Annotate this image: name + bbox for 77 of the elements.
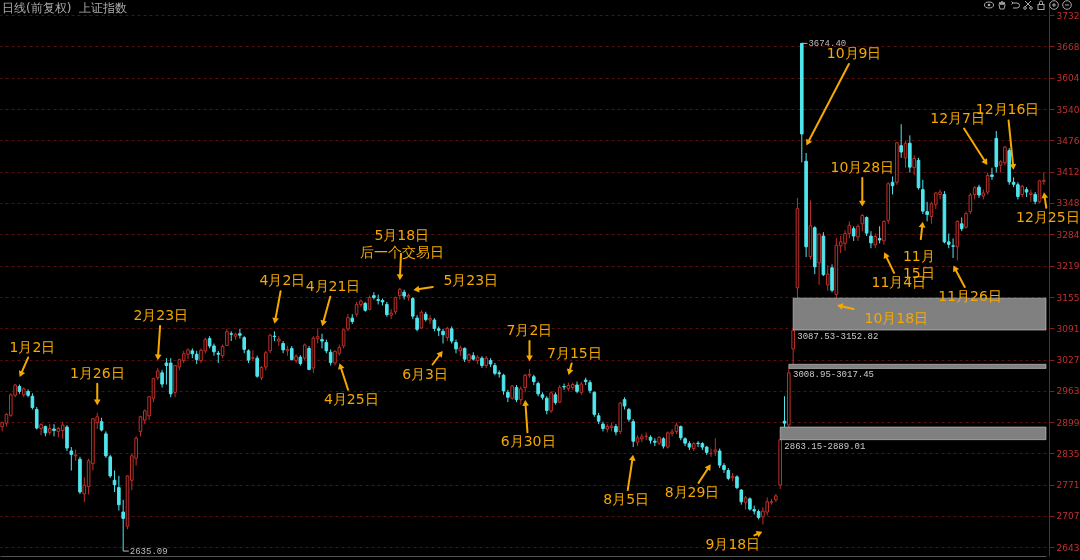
candlestick: [890, 175, 895, 196]
annotation: 5月23日: [443, 272, 499, 289]
annotation: 2月23日: [133, 306, 189, 323]
annotation: 9月18日: [705, 536, 761, 553]
y-tick-label: 3668: [1056, 42, 1080, 52]
candlestick: [985, 172, 990, 196]
band-label: 3087.53-3152.82: [797, 332, 879, 343]
y-tick-label: 3091: [1056, 323, 1080, 334]
annotation: 4月25日: [323, 390, 379, 407]
candlestick: [121, 499, 125, 552]
candlestick: [251, 349, 255, 362]
candlestick: [791, 329, 795, 365]
candlestick: [255, 355, 259, 379]
candlestick: [640, 433, 644, 443]
candlestick: [717, 448, 722, 469]
candlestick: [843, 229, 847, 252]
candlestick: [117, 475, 121, 512]
annotation: 7月15日: [547, 344, 602, 361]
annotation: 10月18日: [864, 310, 929, 327]
y-tick-label: 3540: [1056, 104, 1080, 115]
band-label: 3008.95-3017.45: [792, 370, 874, 381]
candlestick: [441, 328, 445, 344]
annotation: 6月3日: [402, 365, 448, 382]
candlestick: [830, 263, 834, 293]
y-tick-label: 2899: [1056, 417, 1080, 428]
candlestick: [372, 291, 376, 301]
candlestick: [696, 440, 700, 448]
annotation: 1月26日: [69, 364, 125, 381]
y-tick-label: 3412: [1056, 167, 1080, 178]
candlestick: [523, 373, 527, 393]
y-tick-label: 3348: [1056, 198, 1080, 209]
annotation: 1月2日: [9, 338, 56, 355]
chart-title: 日线(前复权) 上证指数: [2, 0, 127, 17]
candlestick: [65, 424, 69, 452]
candlestick: [419, 309, 424, 330]
candlestick: [52, 423, 56, 437]
annotation: 5月18日后一个交易日: [359, 226, 444, 260]
candlestick: [320, 333, 324, 349]
y-tick-label: 2643: [1056, 542, 1080, 553]
candlestick: [825, 264, 830, 292]
y-tick-label: 3284: [1056, 229, 1080, 240]
y-tick-label: 3476: [1056, 135, 1080, 146]
candlestick: [402, 289, 406, 301]
candlestick: [782, 395, 787, 428]
candlestick: [544, 395, 549, 415]
y-tick-label: 3219: [1056, 261, 1080, 272]
candlestick: [549, 390, 553, 414]
candlestick: [307, 345, 311, 371]
annotation: 7月2日: [506, 321, 553, 338]
candlestick: [519, 385, 523, 406]
candlestick: [990, 167, 994, 181]
y-tick-label: 2707: [1056, 511, 1080, 522]
candlestick: [1029, 189, 1033, 203]
annotation: 2635.09: [129, 547, 168, 558]
candlestick: [951, 237, 955, 259]
candlestick: [428, 314, 432, 325]
annotation: 4月21日: [305, 277, 361, 294]
annotation: 8月5日: [603, 491, 650, 508]
annotation: 8月29日: [664, 483, 720, 500]
candlestick: [908, 134, 912, 174]
candlestick: [562, 383, 566, 391]
annotation: 6月30日: [500, 433, 556, 450]
y-tick-label: 2771: [1056, 480, 1080, 491]
annotation: 10月28日: [830, 159, 895, 176]
y-tick-label: 3027: [1056, 355, 1080, 366]
y-tick-label: 2963: [1056, 386, 1080, 397]
y-tick-label: 3604: [1056, 73, 1080, 84]
y-tick-label: 2835: [1056, 448, 1080, 459]
band-label: 2863.15-2889.01: [784, 441, 866, 452]
y-tick-label: 3732: [1056, 10, 1080, 21]
y-tick-label: 3155: [1056, 292, 1080, 303]
annotation: 4月2日: [259, 272, 306, 289]
candlestick: [186, 347, 190, 360]
candlestick: [899, 123, 903, 159]
candlestick: [506, 389, 510, 403]
candlestick: [39, 422, 43, 436]
candlestick: [912, 154, 916, 176]
